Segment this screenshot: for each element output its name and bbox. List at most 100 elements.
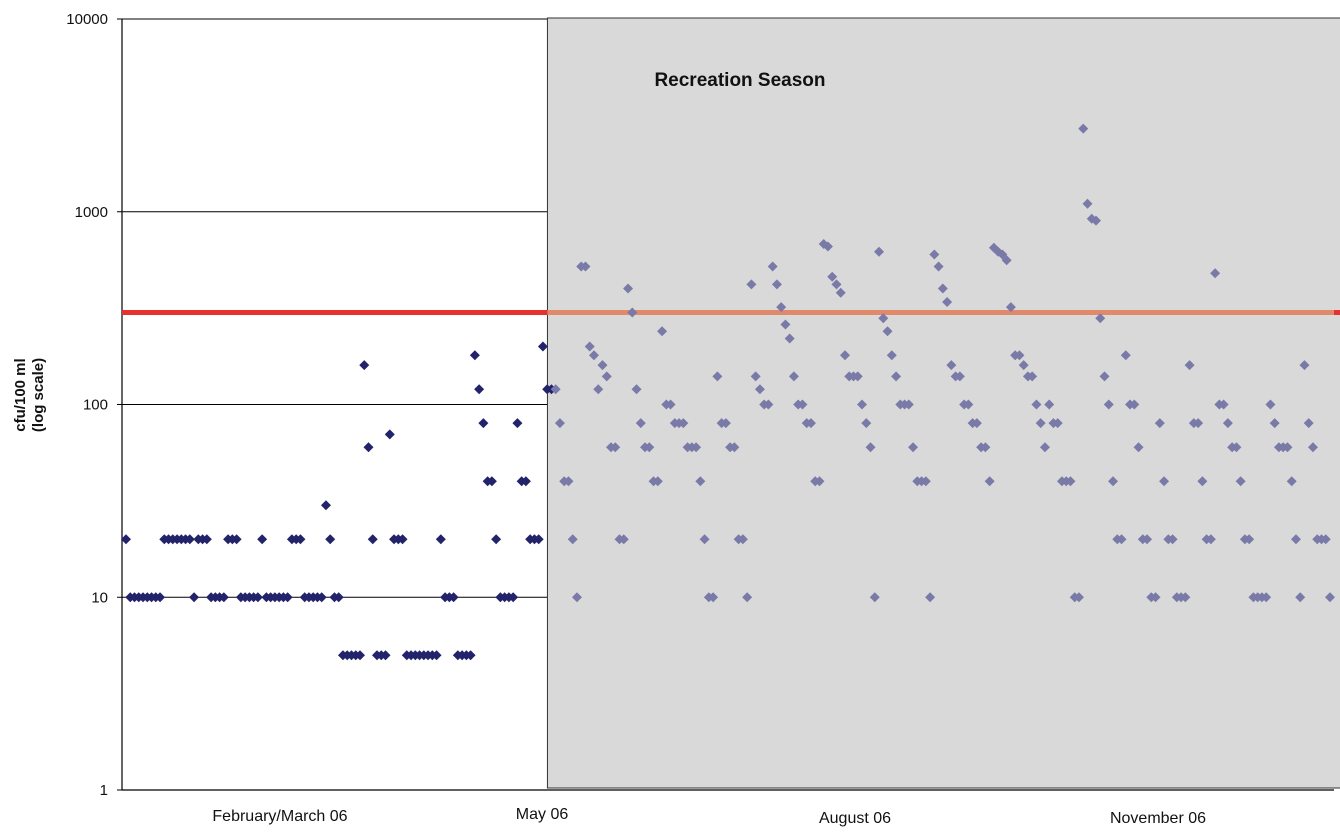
data-point bbox=[567, 534, 578, 545]
data-point bbox=[784, 333, 795, 344]
data-point bbox=[295, 534, 306, 545]
data-point bbox=[1286, 476, 1297, 487]
data-point bbox=[627, 307, 638, 318]
data-point bbox=[231, 534, 242, 545]
data-point bbox=[1303, 418, 1314, 429]
data-point bbox=[861, 418, 872, 429]
data-point bbox=[737, 534, 748, 545]
data-point bbox=[1320, 534, 1331, 545]
data-point bbox=[1325, 592, 1335, 603]
data-point bbox=[1218, 399, 1229, 410]
data-point bbox=[1290, 534, 1301, 545]
data-point bbox=[754, 384, 765, 395]
data-point bbox=[1142, 534, 1153, 545]
data-point bbox=[1014, 350, 1025, 361]
data-point bbox=[776, 302, 787, 313]
data-point bbox=[1027, 371, 1038, 382]
data-point bbox=[1073, 592, 1084, 603]
data-point bbox=[435, 534, 446, 545]
y-tick-label-10: 10 bbox=[91, 589, 108, 606]
data-point bbox=[618, 534, 629, 545]
data-point bbox=[397, 534, 408, 545]
data-point bbox=[822, 241, 833, 252]
data-point bbox=[588, 350, 599, 361]
data-point bbox=[925, 592, 936, 603]
data-point bbox=[827, 271, 838, 282]
data-point bbox=[839, 350, 850, 361]
data-point bbox=[316, 592, 327, 603]
data-point bbox=[325, 534, 336, 545]
data-points bbox=[121, 123, 1335, 661]
data-point bbox=[571, 592, 582, 603]
data-point bbox=[1235, 476, 1246, 487]
data-point bbox=[252, 592, 263, 603]
data-point bbox=[908, 442, 919, 453]
data-point bbox=[691, 442, 702, 453]
data-point bbox=[946, 360, 957, 371]
data-point bbox=[993, 246, 1004, 257]
data-point bbox=[980, 442, 991, 453]
data-point bbox=[1091, 215, 1102, 226]
y-tick-label-100: 100 bbox=[83, 397, 108, 414]
data-point bbox=[1261, 592, 1272, 603]
data-point bbox=[580, 261, 591, 272]
data-point bbox=[380, 650, 391, 661]
data-point bbox=[520, 476, 531, 487]
data-point bbox=[610, 442, 621, 453]
y-tick-label-1: 1 bbox=[100, 782, 108, 799]
data-point bbox=[771, 279, 782, 290]
data-point bbox=[805, 418, 816, 429]
data-point bbox=[1295, 592, 1306, 603]
data-point bbox=[942, 297, 953, 308]
data-point bbox=[635, 418, 646, 429]
data-point bbox=[1282, 442, 1293, 453]
data-point bbox=[652, 476, 663, 487]
data-point bbox=[1307, 442, 1318, 453]
data-point bbox=[257, 534, 268, 545]
data-point bbox=[1184, 360, 1195, 371]
data-point bbox=[1103, 399, 1114, 410]
data-point bbox=[1116, 534, 1127, 545]
data-point bbox=[742, 592, 753, 603]
data-point bbox=[486, 476, 497, 487]
y-tick-label-10000: 10000 bbox=[66, 11, 108, 28]
data-point bbox=[1031, 399, 1042, 410]
data-point bbox=[644, 442, 655, 453]
data-point bbox=[1052, 418, 1063, 429]
data-point bbox=[857, 399, 868, 410]
data-point bbox=[814, 476, 825, 487]
x-category-label: May 06 bbox=[516, 806, 569, 823]
data-point bbox=[852, 371, 863, 382]
data-point bbox=[218, 592, 229, 603]
data-point bbox=[363, 442, 374, 453]
data-point bbox=[878, 313, 889, 324]
data-point bbox=[1108, 476, 1119, 487]
x-category-label: November 06 bbox=[1110, 810, 1206, 827]
data-point bbox=[831, 279, 842, 290]
data-point bbox=[1265, 399, 1276, 410]
data-point bbox=[1044, 399, 1055, 410]
data-point bbox=[1167, 534, 1178, 545]
y-tick-label-1000: 1000 bbox=[75, 204, 108, 221]
data-point bbox=[354, 650, 365, 661]
data-point bbox=[201, 534, 212, 545]
x-category-label: February/March 06 bbox=[212, 808, 347, 825]
y-tick-labels: 1 10 100 1000 10000 bbox=[66, 11, 122, 799]
data-point bbox=[797, 399, 808, 410]
data-point bbox=[448, 592, 459, 603]
data-point bbox=[1244, 534, 1255, 545]
data-point bbox=[359, 360, 370, 371]
data-point bbox=[954, 371, 965, 382]
data-point bbox=[746, 279, 757, 290]
data-point bbox=[1231, 442, 1242, 453]
data-point bbox=[478, 418, 489, 429]
data-point bbox=[1133, 442, 1144, 453]
data-point bbox=[469, 350, 480, 361]
data-point bbox=[1193, 418, 1204, 429]
data-point bbox=[903, 399, 914, 410]
recreation-season-region bbox=[546, 17, 1340, 789]
data-point bbox=[1065, 476, 1076, 487]
data-point bbox=[533, 534, 544, 545]
data-point bbox=[1129, 399, 1140, 410]
